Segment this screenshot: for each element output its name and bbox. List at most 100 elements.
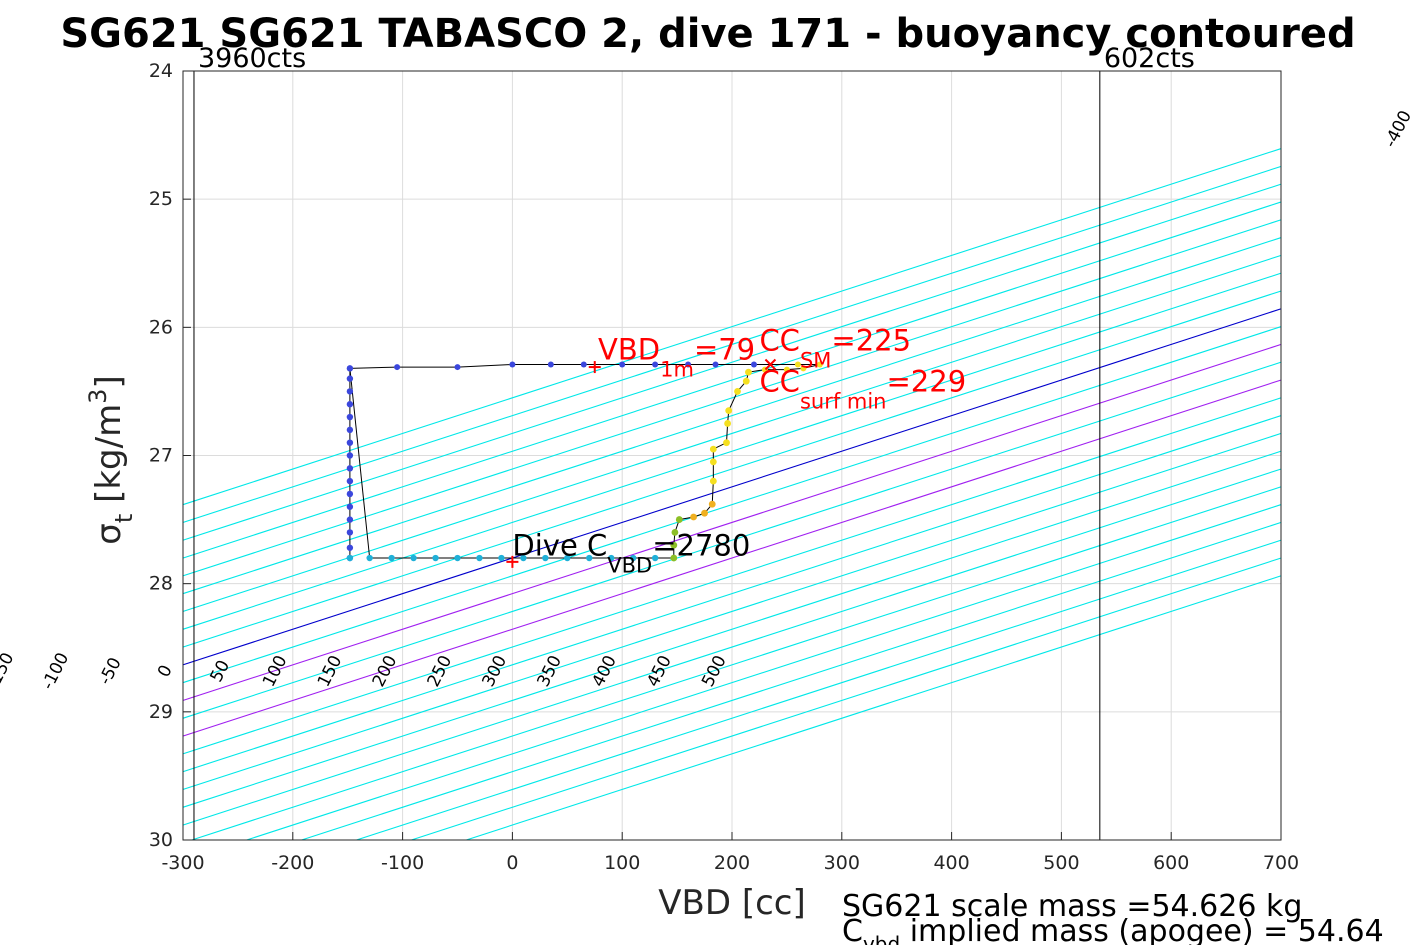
data-point	[346, 388, 354, 395]
contour-line	[183, 165, 1281, 524]
data-point	[709, 445, 717, 453]
contour-line	[183, 415, 1281, 773]
annotation-main: VBD	[598, 332, 660, 366]
y-tick-label: 29	[149, 701, 173, 723]
contour-line	[183, 450, 1281, 808]
contour-label: -150	[0, 650, 18, 693]
y-tick-label: 25	[149, 188, 173, 210]
annotation-sub: 1m	[660, 357, 694, 381]
x-tick-label: 200	[714, 852, 750, 874]
data-point	[498, 554, 505, 562]
x-tick-label: 700	[1263, 852, 1299, 874]
annotation-main: CC	[759, 364, 800, 398]
chart-title: SG621 SG621 TABASCO 2, dive 171 - buoyan…	[60, 11, 1355, 57]
markers	[506, 358, 777, 568]
y-tick-label: 24	[149, 60, 173, 82]
annotation-divecvbd: Dive CVBD=2780	[512, 528, 750, 577]
contour-line	[183, 237, 1281, 595]
contour-line	[301, 521, 1281, 840]
footer-implied-mass: Cvbd implied mass (apogee) = 54.64	[842, 914, 1384, 945]
data-point	[454, 554, 461, 562]
data-point	[580, 361, 587, 368]
data-point	[670, 554, 678, 562]
contour-line	[183, 183, 1281, 541]
contour-line	[183, 432, 1281, 791]
data-point	[547, 361, 554, 368]
annotation-value: =229	[887, 364, 967, 398]
x-tick-label: 300	[824, 852, 860, 874]
contour-line	[183, 254, 1281, 613]
data-point	[651, 554, 659, 562]
contour-line	[191, 486, 1281, 840]
data-point	[670, 541, 678, 549]
data-point	[742, 377, 750, 385]
data-point	[750, 361, 757, 368]
x-tick-label: 400	[933, 852, 969, 874]
contour-line	[466, 575, 1281, 840]
contour-lines	[183, 148, 1281, 840]
annotation-sub: surf min	[800, 389, 887, 413]
y-axis-label: σt [kg/m3]	[84, 375, 138, 544]
contour-line	[356, 539, 1281, 840]
y-axis-ticks: 24 25 26 27 28 29 30	[149, 60, 191, 851]
data-point	[410, 554, 417, 562]
data-point	[564, 554, 571, 562]
x-tick-label: -200	[271, 852, 314, 874]
data-point	[394, 364, 401, 371]
data-point	[712, 361, 719, 368]
data-point	[724, 420, 732, 427]
data-point	[690, 513, 697, 521]
data-point	[542, 554, 549, 562]
data-point	[346, 503, 354, 510]
vbd-limit-label: 3960cts	[198, 43, 306, 74]
data-point	[701, 509, 708, 517]
contour-line	[183, 290, 1281, 648]
contour-line	[183, 379, 1281, 737]
x-tick-label: -300	[161, 852, 204, 874]
data-point	[346, 516, 354, 523]
contour-line	[183, 272, 1281, 630]
contour-line	[183, 308, 1281, 666]
data-point	[346, 529, 354, 536]
x-tick-label: 0	[506, 852, 518, 874]
data-point	[432, 554, 439, 562]
contour-line	[246, 504, 1281, 840]
annotation-main: Dive C	[512, 528, 607, 562]
data-point	[734, 388, 741, 395]
grid	[183, 71, 1281, 840]
contour-line	[183, 468, 1281, 826]
contour-line	[183, 361, 1281, 719]
data-point	[346, 413, 354, 421]
vbd-limit-label: 602cts	[1104, 43, 1195, 74]
data-point	[520, 554, 527, 562]
contour-line	[183, 201, 1281, 559]
data-point	[685, 361, 692, 368]
contour-line	[411, 557, 1281, 840]
contour-line	[183, 343, 1281, 702]
data-point	[725, 407, 733, 415]
annotation-value: =79	[694, 332, 755, 366]
data-point	[346, 375, 354, 382]
data-point	[629, 554, 637, 562]
y-tick-label: 30	[149, 829, 173, 851]
data-point	[346, 465, 354, 472]
annotation-value: =2780	[652, 528, 750, 562]
data-point	[346, 426, 354, 434]
x-axis-ticks: -300 -200 -100 0 100 200 300 400 500 600 700	[161, 832, 1299, 874]
data-point	[652, 361, 659, 368]
data-point	[454, 364, 461, 371]
data-point	[709, 458, 717, 466]
marker-x-b	[764, 358, 777, 371]
data-point	[783, 366, 790, 373]
x-tick-label: -100	[381, 852, 424, 874]
annotation-main: CC	[759, 323, 800, 357]
contour-label: -400	[1381, 107, 1416, 150]
data-point	[608, 554, 615, 562]
annotation-sub: SM	[800, 348, 831, 372]
data-point	[346, 477, 354, 485]
data-point	[675, 516, 683, 523]
annotation-ccsurf: CCsurf min=229	[759, 364, 966, 413]
data-point	[476, 554, 483, 562]
x-tick-label: 500	[1043, 852, 1079, 874]
data-point	[346, 365, 353, 372]
